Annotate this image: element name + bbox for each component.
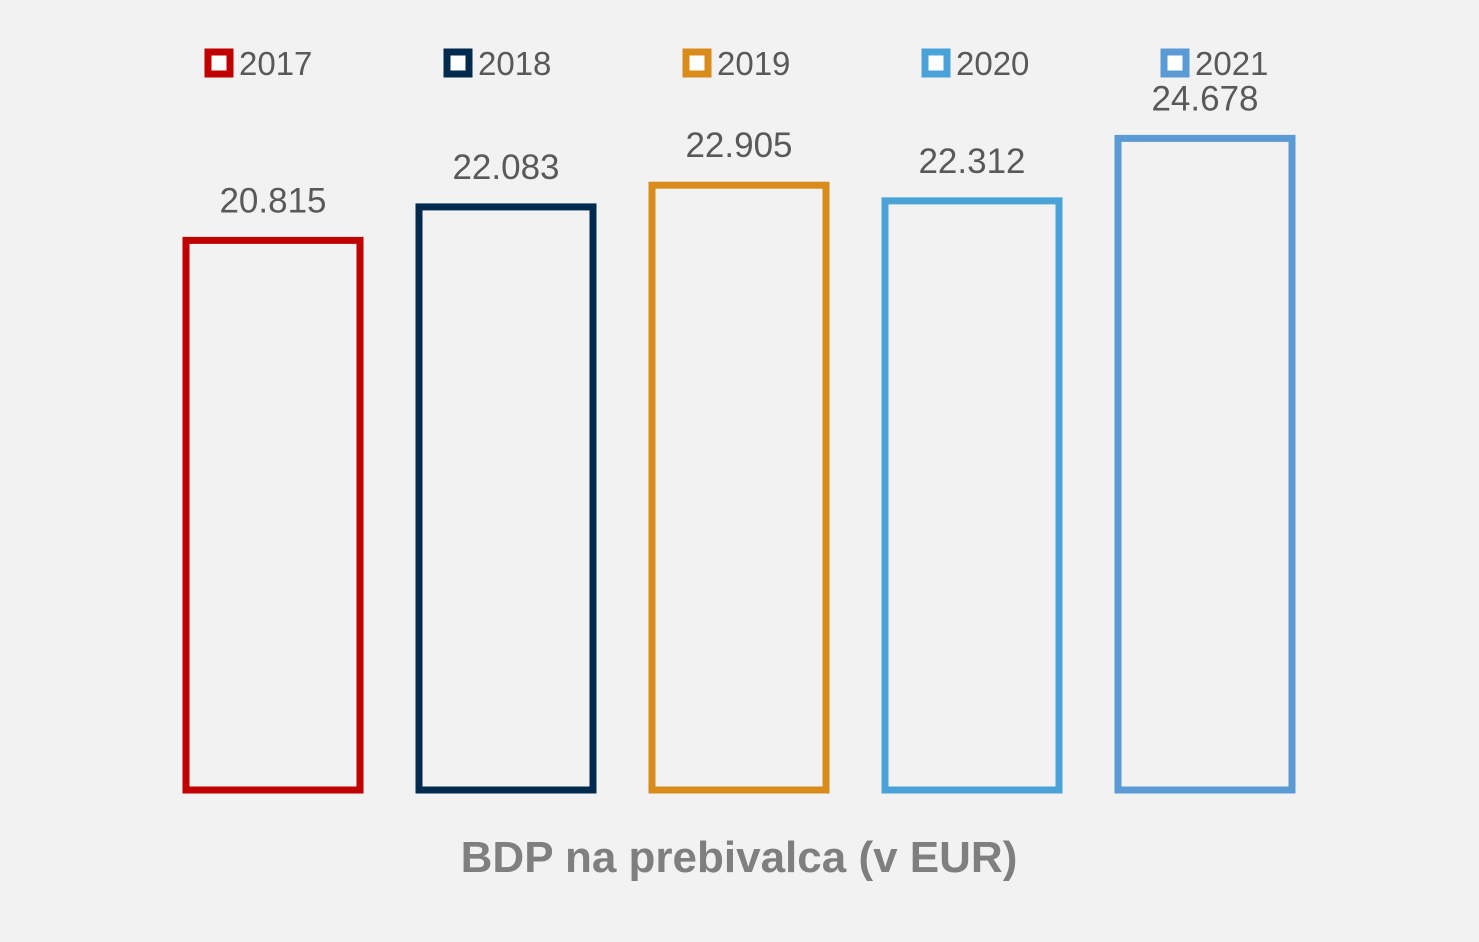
bars — [182, 134, 1296, 794]
legend-label-2019: 2019 — [717, 45, 790, 82]
bar-2018 — [415, 203, 597, 794]
data-label-2019: 22.905 — [685, 126, 792, 165]
data-label-2018: 22.083 — [452, 148, 559, 187]
data-label-2020: 22.312 — [918, 142, 1025, 181]
x-axis-title: BDP na prebivalca (v EUR) — [461, 833, 1018, 882]
data-labels: 20.815 22.083 22.905 22.312 24.678 — [219, 79, 1258, 220]
legend-label-2018: 2018 — [478, 45, 551, 82]
data-label-2021: 24.678 — [1151, 79, 1258, 118]
bar-2020 — [881, 197, 1063, 794]
data-label-2017: 20.815 — [219, 181, 326, 220]
legend-label-2021: 2021 — [1195, 45, 1268, 82]
legend-marker-2017 — [204, 48, 234, 78]
legend: 2017 2018 2019 2020 2021 — [204, 45, 1268, 82]
legend-marker-2021 — [1160, 48, 1190, 78]
legend-marker-2019 — [682, 48, 712, 78]
bar-2017 — [182, 236, 364, 794]
legend-marker-2018 — [443, 48, 473, 78]
bar-2021 — [1114, 134, 1296, 794]
legend-label-2017: 2017 — [239, 45, 312, 82]
legend-label-2020: 2020 — [956, 45, 1029, 82]
bar-2019 — [648, 181, 830, 794]
legend-marker-2020 — [921, 48, 951, 78]
